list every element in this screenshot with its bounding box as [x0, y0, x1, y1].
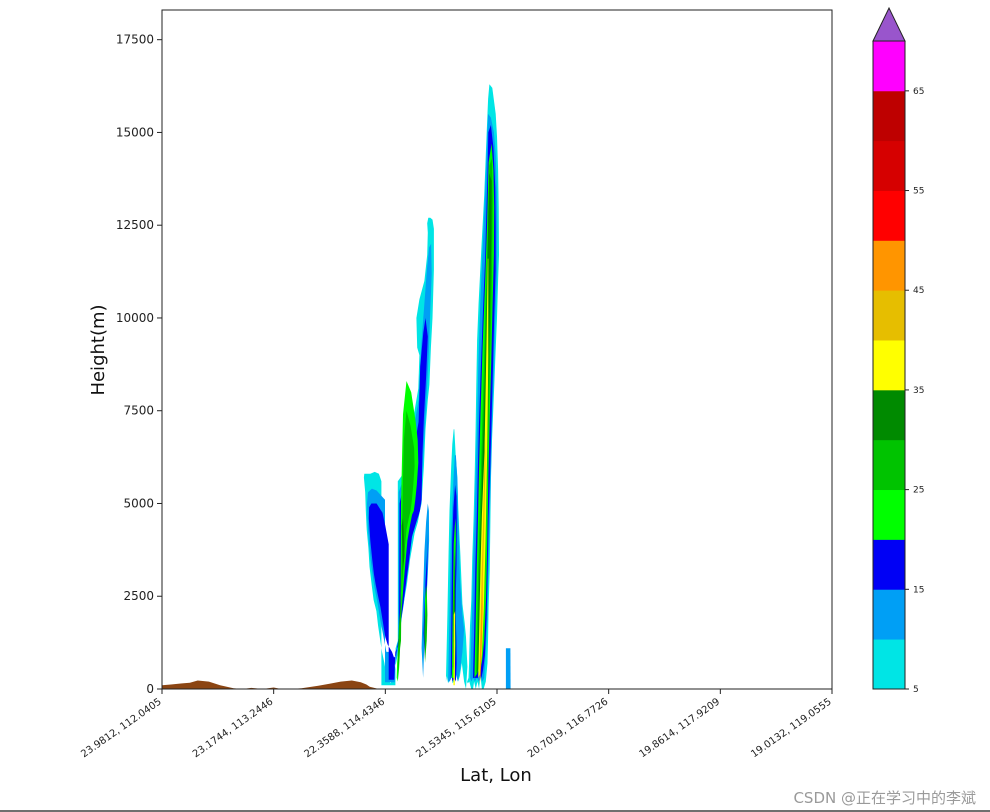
colorbar-bin-55 [873, 140, 905, 191]
ytick-label-2: 5000 [123, 496, 154, 510]
bottom-rule [0, 810, 990, 812]
colorbar-bin-45 [873, 240, 905, 291]
x-axis: 23.9812, 112.0405 23.1744, 113.2446 22.358… [79, 689, 834, 760]
xtick-label-1: 23.1744, 113.2446 [191, 696, 275, 760]
colorbar: 5 15 25 35 45 55 65 [872, 6, 924, 695]
colorbar-extend-arrow [872, 6, 906, 42]
y-axis-label: Height(m) [88, 304, 109, 395]
colorbar-bin-5 [873, 639, 905, 690]
ytick-label-6: 15000 [116, 125, 154, 139]
terrain-profile [162, 680, 380, 689]
colorbar-tick-label-2: 25 [913, 486, 924, 496]
contour-cell-1-level-25 [424, 585, 428, 663]
ytick-label-1: 2500 [123, 589, 154, 603]
colorbar-tick-label-0: 5 [913, 685, 919, 695]
terrain-fill [162, 680, 380, 689]
contour-cell-1-level-20 [425, 585, 427, 623]
xtick-label-0: 23.9812, 112.0405 [79, 696, 163, 760]
plot-frame [161, 9, 833, 690]
colorbar-tick-label-4: 45 [913, 286, 924, 296]
ytick-label-5: 12500 [116, 218, 154, 232]
contour-cell-2-level-35 [453, 611, 456, 686]
contour-cell-0-level-15 [368, 318, 428, 680]
colorbar-tick-label-6: 65 [913, 87, 924, 97]
contour-cell-3-level-40 [479, 429, 486, 682]
x-axis-label: Lat, Lon [460, 765, 532, 786]
ytick-label-0: 0 [146, 682, 154, 696]
xtick-label-3: 21.5345, 115.6105 [414, 696, 498, 760]
ytick-label-7: 17500 [116, 33, 154, 47]
y-axis: 0 2500 5000 7500 10000 12500 15000 17500 [116, 33, 162, 696]
colorbar-bin-65 [873, 41, 905, 92]
ytick-label-3: 7500 [123, 404, 154, 418]
contour-cell-3-level-35 [478, 258, 489, 678]
contour-cell-4-level-10 [505, 648, 511, 689]
colorbar-bin-35 [873, 340, 905, 391]
colorbar-bin-40 [873, 290, 905, 341]
colorbar-bin-60 [873, 90, 905, 142]
colorbar-tick-label-3: 35 [913, 386, 924, 396]
colorbar-bin-20 [873, 489, 905, 540]
colorbar-bin-10 [873, 589, 905, 640]
watermark: CSDN @正在学习中的李斌 [793, 789, 976, 807]
contour-cell-0-level-25 [397, 410, 415, 680]
xtick-label-2: 22.3588, 114.4346 [303, 696, 387, 760]
colorbar-bin-30 [873, 389, 905, 441]
colorbar-frame [872, 40, 906, 690]
contour-cell-0-level-30 [401, 518, 405, 571]
colorbar-bin-25 [873, 439, 905, 491]
ytick-label-4: 10000 [116, 311, 154, 325]
colorbar-tick-label-5: 55 [913, 187, 924, 197]
plot-area [161, 9, 833, 690]
colorbar-bin-50 [873, 190, 905, 241]
colorbar-tick-label-1: 15 [913, 585, 924, 595]
contour-cell-3-level-45 [479, 577, 483, 686]
xtick-label-6: 19.0132, 119.0555 [749, 696, 833, 760]
reflectivity-contours [363, 84, 511, 689]
xtick-label-4: 20.7019, 116.7726 [526, 696, 610, 760]
colorbar-bin-15 [873, 539, 905, 590]
xtick-label-5: 19.8614, 117.9209 [638, 696, 722, 760]
